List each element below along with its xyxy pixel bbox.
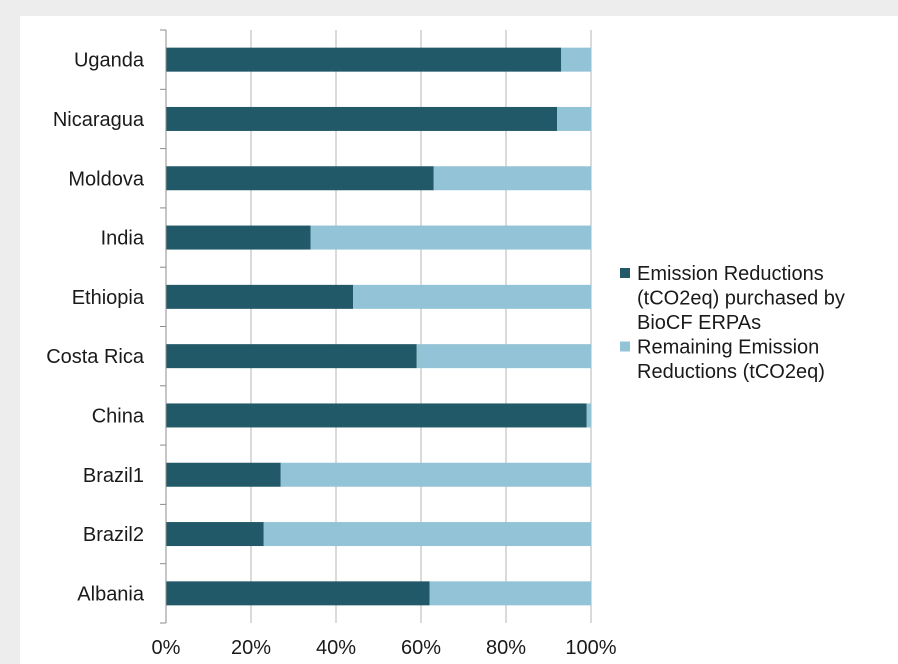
category-axis: [160, 29, 167, 624]
category-label: Costa Rica: [46, 346, 145, 368]
bar-segment: [166, 344, 417, 369]
legend-label: Reductions (tCO2eq): [637, 361, 825, 383]
bar-segment: [429, 581, 591, 606]
bar-segment: [166, 225, 311, 250]
bar-segment: [280, 462, 591, 487]
x-tick-labels: 0% 20% 40% 60% 80% 100%: [152, 637, 617, 659]
category-label: Brazil1: [83, 465, 144, 487]
bars: [166, 47, 591, 606]
bar-segment: [561, 47, 591, 72]
bar-segment: [433, 166, 591, 191]
bar-segment: [263, 522, 591, 547]
x-tick-label: 0%: [152, 637, 181, 659]
category-label: Albania: [77, 583, 145, 605]
legend-label: Emission Reductions: [637, 263, 824, 285]
legend: Emission Reductions (tCO2eq) purchased by…: [620, 263, 845, 383]
bar-segment: [166, 403, 587, 428]
bar-segment: [166, 284, 353, 309]
bar-segment: [166, 581, 430, 606]
category-label: India: [101, 228, 145, 250]
bar-segment: [166, 462, 281, 487]
bar-segment: [166, 522, 264, 547]
legend-swatch: [620, 268, 630, 278]
legend-item: Emission Reductions (tCO2eq) purchased by…: [620, 263, 845, 334]
x-tick-label: 20%: [231, 637, 271, 659]
category-label: Ethiopia: [72, 287, 145, 309]
category-label: Nicaragua: [53, 109, 145, 131]
bar-segment: [557, 106, 591, 131]
legend-label: Remaining Emission: [637, 337, 819, 359]
x-tick-label: 100%: [565, 637, 616, 659]
x-tick-label: 40%: [316, 637, 356, 659]
bar-segment: [353, 284, 591, 309]
x-tick-label: 80%: [486, 637, 526, 659]
bar-segment: [416, 344, 591, 369]
bar-segment: [166, 47, 562, 72]
category-label: China: [92, 405, 145, 427]
legend-label: (tCO2eq) purchased by: [637, 288, 845, 310]
legend-swatch: [620, 341, 630, 352]
category-label: Moldova: [68, 168, 144, 190]
category-label: Uganda: [74, 50, 145, 72]
x-tick-label: 60%: [401, 637, 441, 659]
bar-segment: [166, 166, 434, 191]
bar-segment: [586, 403, 591, 428]
bar-segment: [310, 225, 591, 250]
category-label: Brazil2: [83, 524, 144, 546]
category-labels: Uganda Nicaragua Moldova India Ethiopia Costa…: [46, 50, 145, 606]
bar-segment: [166, 106, 557, 131]
legend-label: BioCF ERPAs: [637, 312, 761, 334]
